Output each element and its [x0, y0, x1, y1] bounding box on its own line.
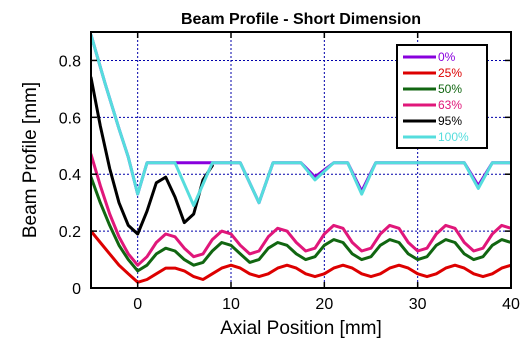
- x-tick-label: 20: [315, 296, 333, 313]
- chart-title: Beam Profile - Short Dimension: [181, 11, 421, 28]
- legend-label: 95%: [438, 114, 462, 128]
- y-tick-label: 0.6: [59, 110, 81, 127]
- x-tick-label: 30: [409, 296, 427, 313]
- x-tick-label: 10: [222, 296, 240, 313]
- x-axis-label: Axial Position [mm]: [220, 318, 382, 339]
- legend-label: 25%: [438, 66, 462, 80]
- y-axis-label: Beam Profile [mm]: [20, 82, 41, 238]
- x-tick-label: 0: [133, 296, 142, 313]
- y-tick-label: 0.2: [59, 224, 81, 241]
- series-lines: [91, 33, 511, 284]
- y-tick-label: 0.4: [59, 167, 81, 184]
- legend-label: 50%: [438, 82, 462, 96]
- axis-ticks: 0 10 20 30 40 0 0.2 0.4 0.6 0.8: [59, 32, 520, 313]
- series-line-63-pct: [91, 152, 511, 267]
- x-tick-label: 40: [502, 296, 520, 313]
- y-tick-label: 0.8: [59, 53, 81, 70]
- series-line-100-pct: [91, 33, 511, 207]
- plot-frame: [90, 31, 512, 289]
- legend: 0% 25% 50% 63% 95% 100%: [396, 44, 488, 149]
- y-tick-label: 0: [72, 281, 81, 298]
- legend-label: 0%: [438, 50, 456, 64]
- legend-box: [396, 44, 488, 149]
- series-line-25-pct: [91, 229, 511, 284]
- series-line-50-pct: [91, 175, 511, 273]
- legend-label: 100%: [438, 130, 469, 144]
- legend-label: 63%: [438, 98, 462, 112]
- series-line-95-pct: [91, 76, 214, 236]
